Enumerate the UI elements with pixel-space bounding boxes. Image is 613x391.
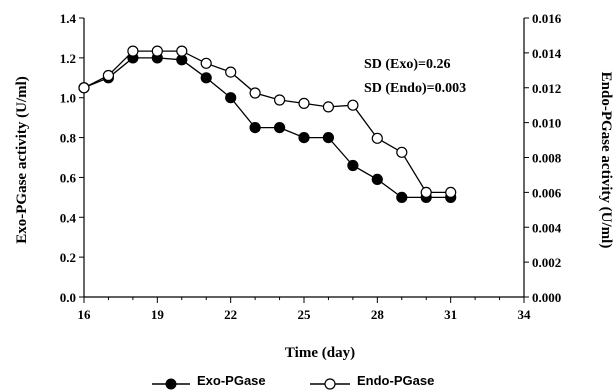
sd-exo-annotation: SD (Exo)=0.26 [364, 57, 451, 72]
right-y-tick-label: 0.002 [532, 255, 561, 270]
right-y-tick-label: 0.004 [532, 220, 562, 235]
axes [83, 18, 525, 298]
x-ticks: 16 19 22 25 28 31 34 [78, 297, 532, 322]
right-y-tick-label: 0.010 [532, 116, 561, 131]
series-lines [83, 50, 451, 199]
sd-endo-annotation: SD (Endo)=0.003 [364, 81, 466, 96]
endo-data-point [396, 146, 408, 158]
right-y-tick-label: 0.006 [532, 185, 562, 200]
exo-data-point [347, 159, 359, 172]
endo-data-point [102, 69, 115, 82]
left-y-tick-label: 0.4 [60, 210, 77, 225]
legend-endo-marker [324, 378, 336, 390]
legend: Exo-PGase Endo-PGase [152, 373, 434, 390]
legend-endo-label: Endo-PGase [357, 373, 434, 388]
x-tick-label: 16 [78, 307, 92, 322]
right-y-tick-label: 0.012 [532, 81, 561, 96]
x-tick-label: 22 [224, 307, 237, 322]
endo-data-point [274, 94, 286, 106]
exo-data-point [298, 132, 310, 144]
right-y-tick-label: 0.016 [532, 11, 562, 26]
right-y-tick-label: 0.014 [532, 46, 562, 61]
right-y-tick-label: 0.008 [532, 151, 562, 166]
left-y-ticks: 0.0 0.2 0.4 0.6 0.8 1.0 1.2 1.4 [60, 11, 84, 305]
right-y-axis-label: Endo-PGase activity (U/ml) [598, 72, 613, 249]
endo-data-point [322, 101, 334, 113]
endo-data-point [200, 57, 212, 69]
left-y-tick-label: 0.8 [60, 131, 77, 146]
right-y-tick-label: 0.000 [532, 290, 561, 305]
exo-data-point [396, 191, 408, 203]
right-y-ticks: 0.000 0.002 0.004 0.006 0.008 0.010 0.012 0.014… [524, 11, 562, 305]
left-y-tick-label: 0.6 [60, 170, 77, 185]
exo-data-point [322, 132, 334, 144]
left-y-tick-label: 1.0 [60, 91, 76, 106]
left-y-tick-label: 0.2 [60, 250, 76, 265]
endo-series-line [83, 50, 451, 194]
exo-series-line [83, 57, 451, 199]
endo-data-point [445, 186, 457, 198]
exo-data-point [274, 121, 286, 134]
exo-data-point [249, 121, 261, 134]
endo-data-point [371, 132, 383, 144]
x-axis-label: Time (day) [285, 345, 355, 361]
endo-data-point [151, 45, 163, 57]
x-tick-label: 19 [151, 307, 165, 322]
endo-data-point [420, 186, 432, 198]
x-tick-label: 34 [518, 307, 532, 322]
left-y-tick-label: 1.4 [60, 11, 77, 26]
exo-data-point [225, 92, 237, 104]
x-tick-label: 31 [444, 307, 457, 322]
endo-data-point [249, 87, 261, 99]
exo-data-point [200, 72, 212, 84]
left-y-tick-label: 1.2 [60, 51, 76, 66]
endo-data-point [127, 45, 139, 57]
endo-data-point [225, 66, 237, 78]
legend-exo-label: Exo-PGase [197, 373, 266, 388]
left-y-axis-label: Exo-PGase activity (U/ml) [14, 76, 30, 243]
endo-data-point [176, 45, 188, 57]
legend-exo-marker [165, 378, 177, 390]
left-y-tick-label: 0.0 [60, 290, 76, 305]
x-tick-label: 25 [298, 307, 312, 322]
series-points [78, 45, 457, 203]
endo-data-point [298, 97, 310, 110]
exo-data-point [371, 173, 383, 185]
endo-data-point [347, 99, 359, 111]
x-tick-label: 28 [371, 307, 385, 322]
endo-data-point [78, 82, 90, 94]
